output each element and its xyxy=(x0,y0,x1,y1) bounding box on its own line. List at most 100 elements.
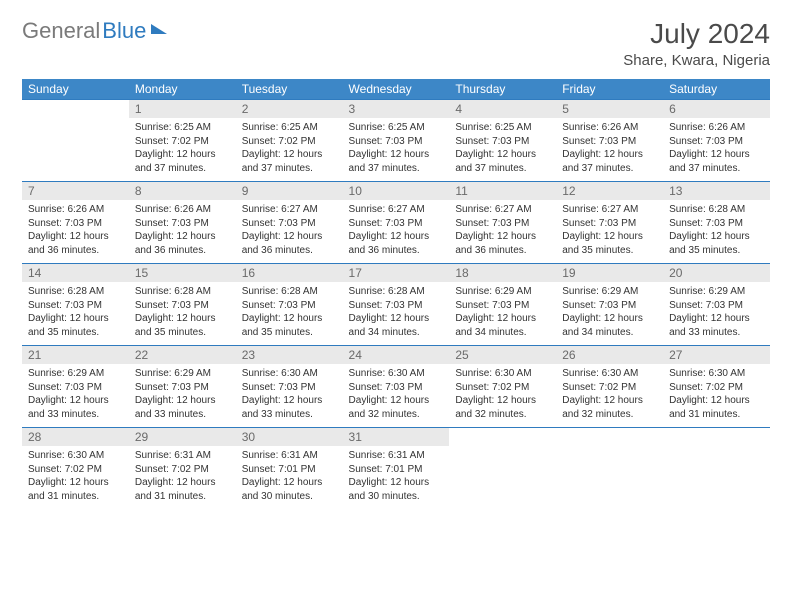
day-number: 10 xyxy=(343,182,450,200)
day-number: 22 xyxy=(129,346,236,364)
day-number: 30 xyxy=(236,428,343,446)
day-number: 23 xyxy=(236,346,343,364)
calendar-header-row: SundayMondayTuesdayWednesdayThursdayFrid… xyxy=(22,79,770,100)
day-number: 12 xyxy=(556,182,663,200)
calendar-day-cell: 30Sunrise: 6:31 AMSunset: 7:01 PMDayligh… xyxy=(236,428,343,510)
day-number: 4 xyxy=(449,100,556,118)
day-details: Sunrise: 6:25 AMSunset: 7:03 PMDaylight:… xyxy=(343,118,450,179)
day-details: Sunrise: 6:27 AMSunset: 7:03 PMDaylight:… xyxy=(236,200,343,261)
day-number: 17 xyxy=(343,264,450,282)
calendar-day-cell: 22Sunrise: 6:29 AMSunset: 7:03 PMDayligh… xyxy=(129,346,236,428)
calendar-day-cell: 8Sunrise: 6:26 AMSunset: 7:03 PMDaylight… xyxy=(129,182,236,264)
calendar-week-row: 1Sunrise: 6:25 AMSunset: 7:02 PMDaylight… xyxy=(22,100,770,182)
calendar-table: SundayMondayTuesdayWednesdayThursdayFrid… xyxy=(22,79,770,510)
calendar-day-cell xyxy=(22,100,129,182)
weekday-header: Saturday xyxy=(663,79,770,100)
day-details: Sunrise: 6:30 AMSunset: 7:02 PMDaylight:… xyxy=(449,364,556,425)
day-number: 1 xyxy=(129,100,236,118)
day-details: Sunrise: 6:26 AMSunset: 7:03 PMDaylight:… xyxy=(129,200,236,261)
month-title: July 2024 xyxy=(623,18,770,50)
day-number: 16 xyxy=(236,264,343,282)
logo-text-gray: General xyxy=(22,18,100,44)
calendar-day-cell xyxy=(556,428,663,510)
day-details: Sunrise: 6:30 AMSunset: 7:03 PMDaylight:… xyxy=(236,364,343,425)
calendar-day-cell: 26Sunrise: 6:30 AMSunset: 7:02 PMDayligh… xyxy=(556,346,663,428)
day-number: 15 xyxy=(129,264,236,282)
title-block: July 2024 Share, Kwara, Nigeria xyxy=(623,18,770,69)
calendar-day-cell: 28Sunrise: 6:30 AMSunset: 7:02 PMDayligh… xyxy=(22,428,129,510)
calendar-week-row: 14Sunrise: 6:28 AMSunset: 7:03 PMDayligh… xyxy=(22,264,770,346)
day-number: 2 xyxy=(236,100,343,118)
weekday-header: Sunday xyxy=(22,79,129,100)
day-details: Sunrise: 6:30 AMSunset: 7:02 PMDaylight:… xyxy=(22,446,129,507)
weekday-header: Tuesday xyxy=(236,79,343,100)
calendar-day-cell: 24Sunrise: 6:30 AMSunset: 7:03 PMDayligh… xyxy=(343,346,450,428)
calendar-day-cell: 6Sunrise: 6:26 AMSunset: 7:03 PMDaylight… xyxy=(663,100,770,182)
day-number: 6 xyxy=(663,100,770,118)
weekday-header: Thursday xyxy=(449,79,556,100)
day-details: Sunrise: 6:26 AMSunset: 7:03 PMDaylight:… xyxy=(556,118,663,179)
day-details: Sunrise: 6:28 AMSunset: 7:03 PMDaylight:… xyxy=(129,282,236,343)
day-details: Sunrise: 6:29 AMSunset: 7:03 PMDaylight:… xyxy=(663,282,770,343)
location-text: Share, Kwara, Nigeria xyxy=(623,52,770,69)
day-number: 11 xyxy=(449,182,556,200)
day-details: Sunrise: 6:31 AMSunset: 7:01 PMDaylight:… xyxy=(343,446,450,507)
calendar-day-cell xyxy=(449,428,556,510)
calendar-day-cell: 17Sunrise: 6:28 AMSunset: 7:03 PMDayligh… xyxy=(343,264,450,346)
calendar-day-cell: 11Sunrise: 6:27 AMSunset: 7:03 PMDayligh… xyxy=(449,182,556,264)
day-number: 21 xyxy=(22,346,129,364)
day-number: 31 xyxy=(343,428,450,446)
day-details: Sunrise: 6:31 AMSunset: 7:02 PMDaylight:… xyxy=(129,446,236,507)
day-details: Sunrise: 6:29 AMSunset: 7:03 PMDaylight:… xyxy=(129,364,236,425)
day-number: 18 xyxy=(449,264,556,282)
day-number: 27 xyxy=(663,346,770,364)
calendar-day-cell: 13Sunrise: 6:28 AMSunset: 7:03 PMDayligh… xyxy=(663,182,770,264)
calendar-day-cell: 19Sunrise: 6:29 AMSunset: 7:03 PMDayligh… xyxy=(556,264,663,346)
calendar-week-row: 7Sunrise: 6:26 AMSunset: 7:03 PMDaylight… xyxy=(22,182,770,264)
calendar-day-cell xyxy=(663,428,770,510)
day-details: Sunrise: 6:31 AMSunset: 7:01 PMDaylight:… xyxy=(236,446,343,507)
calendar-day-cell: 10Sunrise: 6:27 AMSunset: 7:03 PMDayligh… xyxy=(343,182,450,264)
calendar-day-cell: 23Sunrise: 6:30 AMSunset: 7:03 PMDayligh… xyxy=(236,346,343,428)
day-details: Sunrise: 6:25 AMSunset: 7:02 PMDaylight:… xyxy=(129,118,236,179)
day-details: Sunrise: 6:27 AMSunset: 7:03 PMDaylight:… xyxy=(343,200,450,261)
day-details: Sunrise: 6:25 AMSunset: 7:02 PMDaylight:… xyxy=(236,118,343,179)
day-details: Sunrise: 6:25 AMSunset: 7:03 PMDaylight:… xyxy=(449,118,556,179)
calendar-day-cell: 14Sunrise: 6:28 AMSunset: 7:03 PMDayligh… xyxy=(22,264,129,346)
day-details: Sunrise: 6:26 AMSunset: 7:03 PMDaylight:… xyxy=(22,200,129,261)
calendar-day-cell: 29Sunrise: 6:31 AMSunset: 7:02 PMDayligh… xyxy=(129,428,236,510)
day-details: Sunrise: 6:28 AMSunset: 7:03 PMDaylight:… xyxy=(22,282,129,343)
day-details: Sunrise: 6:27 AMSunset: 7:03 PMDaylight:… xyxy=(556,200,663,261)
calendar-body: 1Sunrise: 6:25 AMSunset: 7:02 PMDaylight… xyxy=(22,100,770,510)
calendar-day-cell: 15Sunrise: 6:28 AMSunset: 7:03 PMDayligh… xyxy=(129,264,236,346)
calendar-day-cell: 16Sunrise: 6:28 AMSunset: 7:03 PMDayligh… xyxy=(236,264,343,346)
day-details: Sunrise: 6:29 AMSunset: 7:03 PMDaylight:… xyxy=(449,282,556,343)
day-number: 3 xyxy=(343,100,450,118)
day-details: Sunrise: 6:30 AMSunset: 7:03 PMDaylight:… xyxy=(343,364,450,425)
day-number: 24 xyxy=(343,346,450,364)
day-number: 14 xyxy=(22,264,129,282)
calendar-day-cell: 20Sunrise: 6:29 AMSunset: 7:03 PMDayligh… xyxy=(663,264,770,346)
calendar-day-cell: 31Sunrise: 6:31 AMSunset: 7:01 PMDayligh… xyxy=(343,428,450,510)
calendar-day-cell: 18Sunrise: 6:29 AMSunset: 7:03 PMDayligh… xyxy=(449,264,556,346)
day-details: Sunrise: 6:30 AMSunset: 7:02 PMDaylight:… xyxy=(663,364,770,425)
weekday-header: Wednesday xyxy=(343,79,450,100)
day-details: Sunrise: 6:29 AMSunset: 7:03 PMDaylight:… xyxy=(22,364,129,425)
day-number: 7 xyxy=(22,182,129,200)
calendar-week-row: 28Sunrise: 6:30 AMSunset: 7:02 PMDayligh… xyxy=(22,428,770,510)
calendar-day-cell: 21Sunrise: 6:29 AMSunset: 7:03 PMDayligh… xyxy=(22,346,129,428)
logo: GeneralBlue xyxy=(22,18,167,44)
calendar-day-cell: 7Sunrise: 6:26 AMSunset: 7:03 PMDaylight… xyxy=(22,182,129,264)
calendar-day-cell: 2Sunrise: 6:25 AMSunset: 7:02 PMDaylight… xyxy=(236,100,343,182)
day-details: Sunrise: 6:26 AMSunset: 7:03 PMDaylight:… xyxy=(663,118,770,179)
day-number: 25 xyxy=(449,346,556,364)
calendar-day-cell: 25Sunrise: 6:30 AMSunset: 7:02 PMDayligh… xyxy=(449,346,556,428)
day-details: Sunrise: 6:28 AMSunset: 7:03 PMDaylight:… xyxy=(343,282,450,343)
calendar-day-cell: 27Sunrise: 6:30 AMSunset: 7:02 PMDayligh… xyxy=(663,346,770,428)
day-number: 20 xyxy=(663,264,770,282)
calendar-day-cell: 5Sunrise: 6:26 AMSunset: 7:03 PMDaylight… xyxy=(556,100,663,182)
day-number: 13 xyxy=(663,182,770,200)
day-number: 9 xyxy=(236,182,343,200)
logo-triangle-icon xyxy=(151,24,167,34)
day-number: 5 xyxy=(556,100,663,118)
